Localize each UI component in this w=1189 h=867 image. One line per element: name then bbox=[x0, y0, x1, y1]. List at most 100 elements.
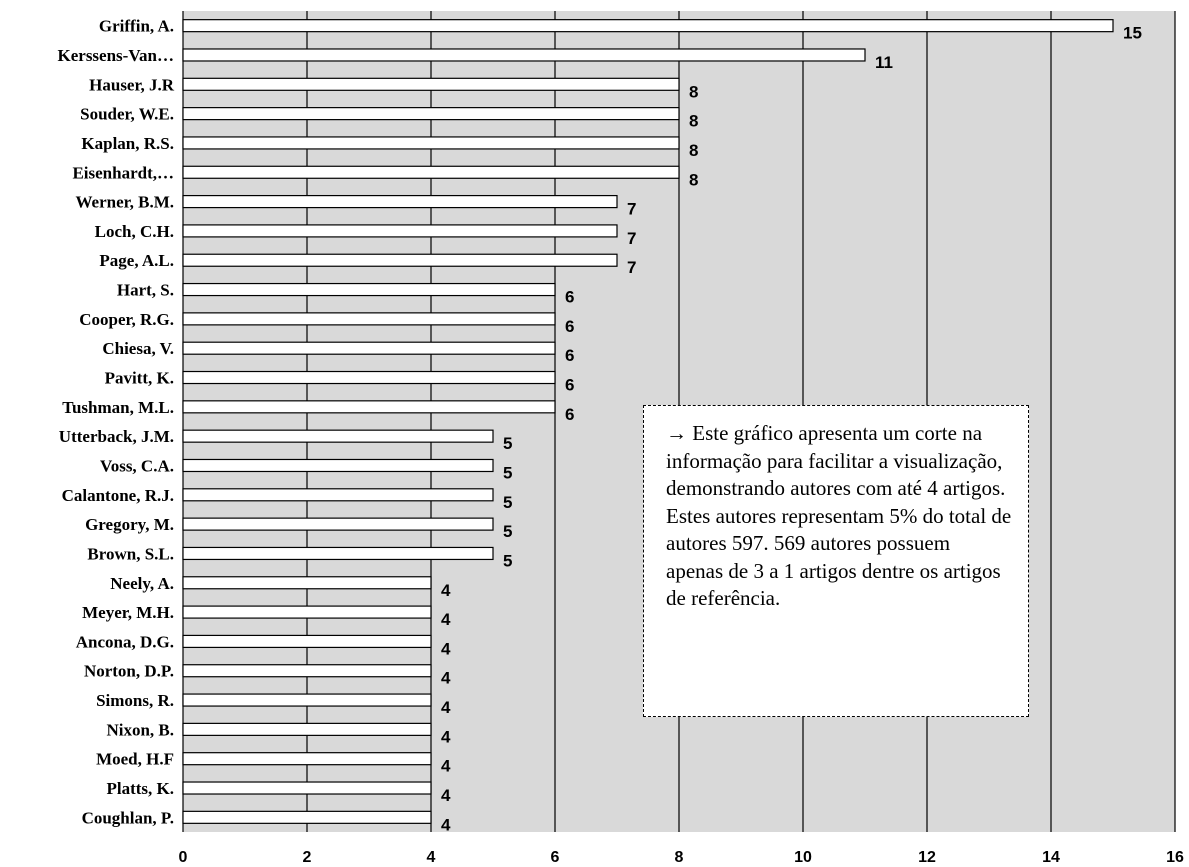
category-label: Simons, R. bbox=[96, 691, 174, 710]
category-label: Coughlan, P. bbox=[82, 808, 174, 827]
category-label: Platts, K. bbox=[106, 779, 174, 798]
bar bbox=[182, 605, 432, 619]
value-label: 8 bbox=[689, 82, 698, 101]
category-label: Moed, H.F bbox=[96, 750, 174, 769]
category-label: Voss, C.A. bbox=[100, 456, 174, 475]
bar bbox=[182, 48, 866, 62]
category-label: Cooper, R.G. bbox=[79, 310, 174, 329]
value-label: 4 bbox=[441, 669, 451, 688]
category-label: Werner, B.M. bbox=[75, 193, 174, 212]
category-label: Hauser, J.R bbox=[89, 75, 175, 94]
value-label: 7 bbox=[627, 200, 636, 219]
bar bbox=[182, 722, 432, 736]
bar bbox=[182, 341, 556, 355]
value-label: 8 bbox=[689, 141, 698, 160]
category-label: Tushman, M.L. bbox=[62, 398, 174, 417]
category-label: Norton, D.P. bbox=[84, 662, 174, 681]
value-label: 5 bbox=[503, 522, 512, 541]
bar bbox=[182, 136, 680, 150]
category-label: Utterback, J.M. bbox=[59, 427, 174, 446]
value-label: 6 bbox=[565, 376, 574, 395]
category-label: Eisenhardt,… bbox=[72, 163, 174, 182]
value-label: 4 bbox=[441, 610, 451, 629]
category-label: Loch, C.H. bbox=[95, 222, 174, 241]
bar bbox=[182, 517, 494, 531]
value-label: 5 bbox=[503, 493, 512, 512]
bar bbox=[182, 282, 556, 297]
bar bbox=[182, 107, 680, 121]
x-tick-label: 2 bbox=[303, 849, 312, 866]
category-labels: Griffin, A. Kerssens-Van… Hauser, J.R Soude… bbox=[58, 17, 175, 828]
category-label: Griffin, A. bbox=[99, 17, 174, 36]
value-label: 8 bbox=[689, 170, 698, 189]
category-label: Page, A.L. bbox=[99, 251, 174, 270]
value-label: 4 bbox=[441, 786, 451, 805]
value-label: 6 bbox=[565, 288, 574, 307]
annotation-box: → Este gráfico apresenta um corte na inf… bbox=[643, 405, 1029, 717]
category-label: Souder, W.E. bbox=[80, 105, 174, 124]
x-tick-label: 12 bbox=[918, 849, 936, 866]
value-label: 7 bbox=[627, 229, 636, 248]
bar bbox=[182, 194, 618, 209]
bar bbox=[182, 370, 556, 385]
value-label: 5 bbox=[503, 434, 512, 453]
bar bbox=[182, 429, 494, 443]
bar bbox=[182, 312, 556, 326]
x-tick-label: 14 bbox=[1042, 849, 1060, 866]
value-label: 4 bbox=[441, 815, 451, 834]
bar bbox=[182, 810, 432, 824]
value-label: 4 bbox=[441, 581, 451, 600]
bar bbox=[182, 634, 432, 649]
category-label: Calantone, R.J. bbox=[62, 486, 174, 505]
value-label: 5 bbox=[503, 463, 512, 482]
value-label: 7 bbox=[627, 258, 636, 277]
bar bbox=[182, 253, 618, 267]
value-label: 6 bbox=[565, 346, 574, 365]
value-labels: 15 11 8 8 8 8 7 7 7 6 6 6 6 6 5 5 5 5 5 4 4 4 4 4 4 4 4 4 bbox=[441, 24, 1142, 835]
value-label: 15 bbox=[1123, 24, 1142, 43]
value-label: 4 bbox=[441, 727, 451, 746]
bar bbox=[182, 546, 494, 561]
value-label: 5 bbox=[503, 551, 512, 570]
bar bbox=[182, 693, 432, 707]
arrow-icon: → bbox=[666, 421, 687, 445]
x-tick-label: 0 bbox=[179, 849, 188, 866]
bar bbox=[182, 224, 618, 238]
category-label: Neely, A. bbox=[110, 574, 174, 593]
category-label: Kerssens-Van… bbox=[58, 46, 175, 65]
category-label: Meyer, M.H. bbox=[82, 603, 174, 622]
value-label: 6 bbox=[565, 405, 574, 424]
category-label: Ancona, D.G. bbox=[76, 632, 174, 651]
category-label: Brown, S.L. bbox=[87, 544, 174, 563]
bar bbox=[182, 781, 432, 795]
bar bbox=[182, 752, 432, 766]
category-label: Chiesa, V. bbox=[102, 339, 174, 358]
bar bbox=[182, 165, 680, 179]
x-axis-ticks: 0 2 4 6 8 10 12 14 16 bbox=[179, 849, 1184, 866]
category-label: Kaplan, R.S. bbox=[81, 134, 174, 153]
category-label: Hart, S. bbox=[117, 281, 174, 300]
bar bbox=[182, 458, 494, 473]
value-label: 4 bbox=[441, 757, 451, 776]
value-label: 4 bbox=[441, 698, 451, 717]
annotation-text: Este gráfico apresenta um corte na infor… bbox=[666, 421, 1012, 610]
bar bbox=[182, 488, 494, 502]
category-label: Gregory, M. bbox=[85, 515, 174, 534]
x-tick-label: 16 bbox=[1166, 849, 1184, 866]
bar bbox=[182, 576, 432, 590]
x-tick-label: 4 bbox=[427, 849, 436, 866]
value-label: 4 bbox=[441, 639, 451, 658]
value-label: 11 bbox=[875, 53, 893, 72]
bars bbox=[182, 19, 1114, 824]
bar bbox=[182, 664, 432, 678]
category-label: Pavitt, K. bbox=[105, 369, 174, 388]
bar bbox=[182, 400, 556, 414]
bar bbox=[182, 77, 680, 91]
x-tick-label: 6 bbox=[551, 849, 560, 866]
category-label: Nixon, B. bbox=[106, 720, 174, 739]
value-label: 6 bbox=[565, 317, 574, 336]
bar bbox=[182, 19, 1114, 33]
x-tick-label: 10 bbox=[794, 849, 812, 866]
x-tick-label: 8 bbox=[675, 849, 684, 866]
value-label: 8 bbox=[689, 112, 698, 131]
